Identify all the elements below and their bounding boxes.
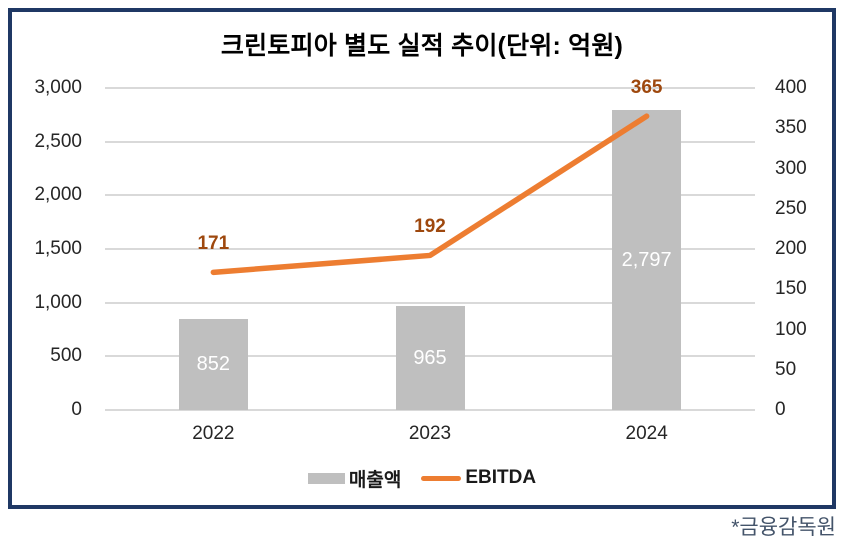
ebitda-value-label: 192 <box>414 215 446 237</box>
revenue-bar <box>178 318 248 410</box>
legend-item-revenue: 매출액 <box>307 465 402 492</box>
bar-value-label: 852 <box>196 353 231 376</box>
x-axis-label: 2023 <box>408 423 452 444</box>
right-axis-tick: 150 <box>775 278 807 300</box>
ebitda-line-swatch-icon <box>421 475 462 481</box>
revenue-bar-swatch-icon <box>307 472 345 484</box>
gridline <box>105 301 755 304</box>
bar-value-label: 2,797 <box>621 248 672 271</box>
legend: 매출액 EBITDA <box>8 465 836 491</box>
left-axis-tick: 2,500 <box>34 130 82 152</box>
right-axis-tick: 200 <box>775 238 807 259</box>
legend-item-ebitda: EBITDA <box>421 467 536 489</box>
chart-border-box <box>8 8 836 509</box>
left-axis-tick: 1,500 <box>34 238 82 259</box>
right-axis-tick: 400 <box>775 77 807 98</box>
right-axis-tick: 100 <box>775 318 807 340</box>
right-axis-tick: 50 <box>775 358 797 380</box>
legend-label-ebitda: EBITDA <box>465 467 537 488</box>
x-axis-label: 2024 <box>625 423 668 444</box>
right-axis-tick: 250 <box>775 197 807 219</box>
left-axis-tick: 2,000 <box>34 184 82 206</box>
gridline <box>105 409 755 411</box>
left-axis-tick: 0 <box>71 399 82 420</box>
x-axis-label: 2022 <box>192 423 235 444</box>
left-axis-tick: 3,000 <box>34 77 82 98</box>
legend-label-revenue: 매출액 <box>348 469 402 491</box>
chart-title: 크린토피아 별도 실적 추이(단위: 억원) <box>220 32 624 60</box>
source-footnote: *금융감독원 <box>731 516 836 539</box>
bar-value-label: 965 <box>413 347 447 370</box>
right-axis-tick: 0 <box>775 399 786 420</box>
right-axis-tick: 300 <box>775 157 807 179</box>
right-axis-tick: 350 <box>775 117 807 139</box>
revenue-bar <box>395 306 465 410</box>
gridline <box>105 87 755 89</box>
left-axis-tick: 1,000 <box>34 291 82 313</box>
ebitda-value-label: 365 <box>630 76 663 98</box>
ebitda-value-label: 171 <box>197 232 230 254</box>
left-axis-tick: 500 <box>50 345 82 367</box>
